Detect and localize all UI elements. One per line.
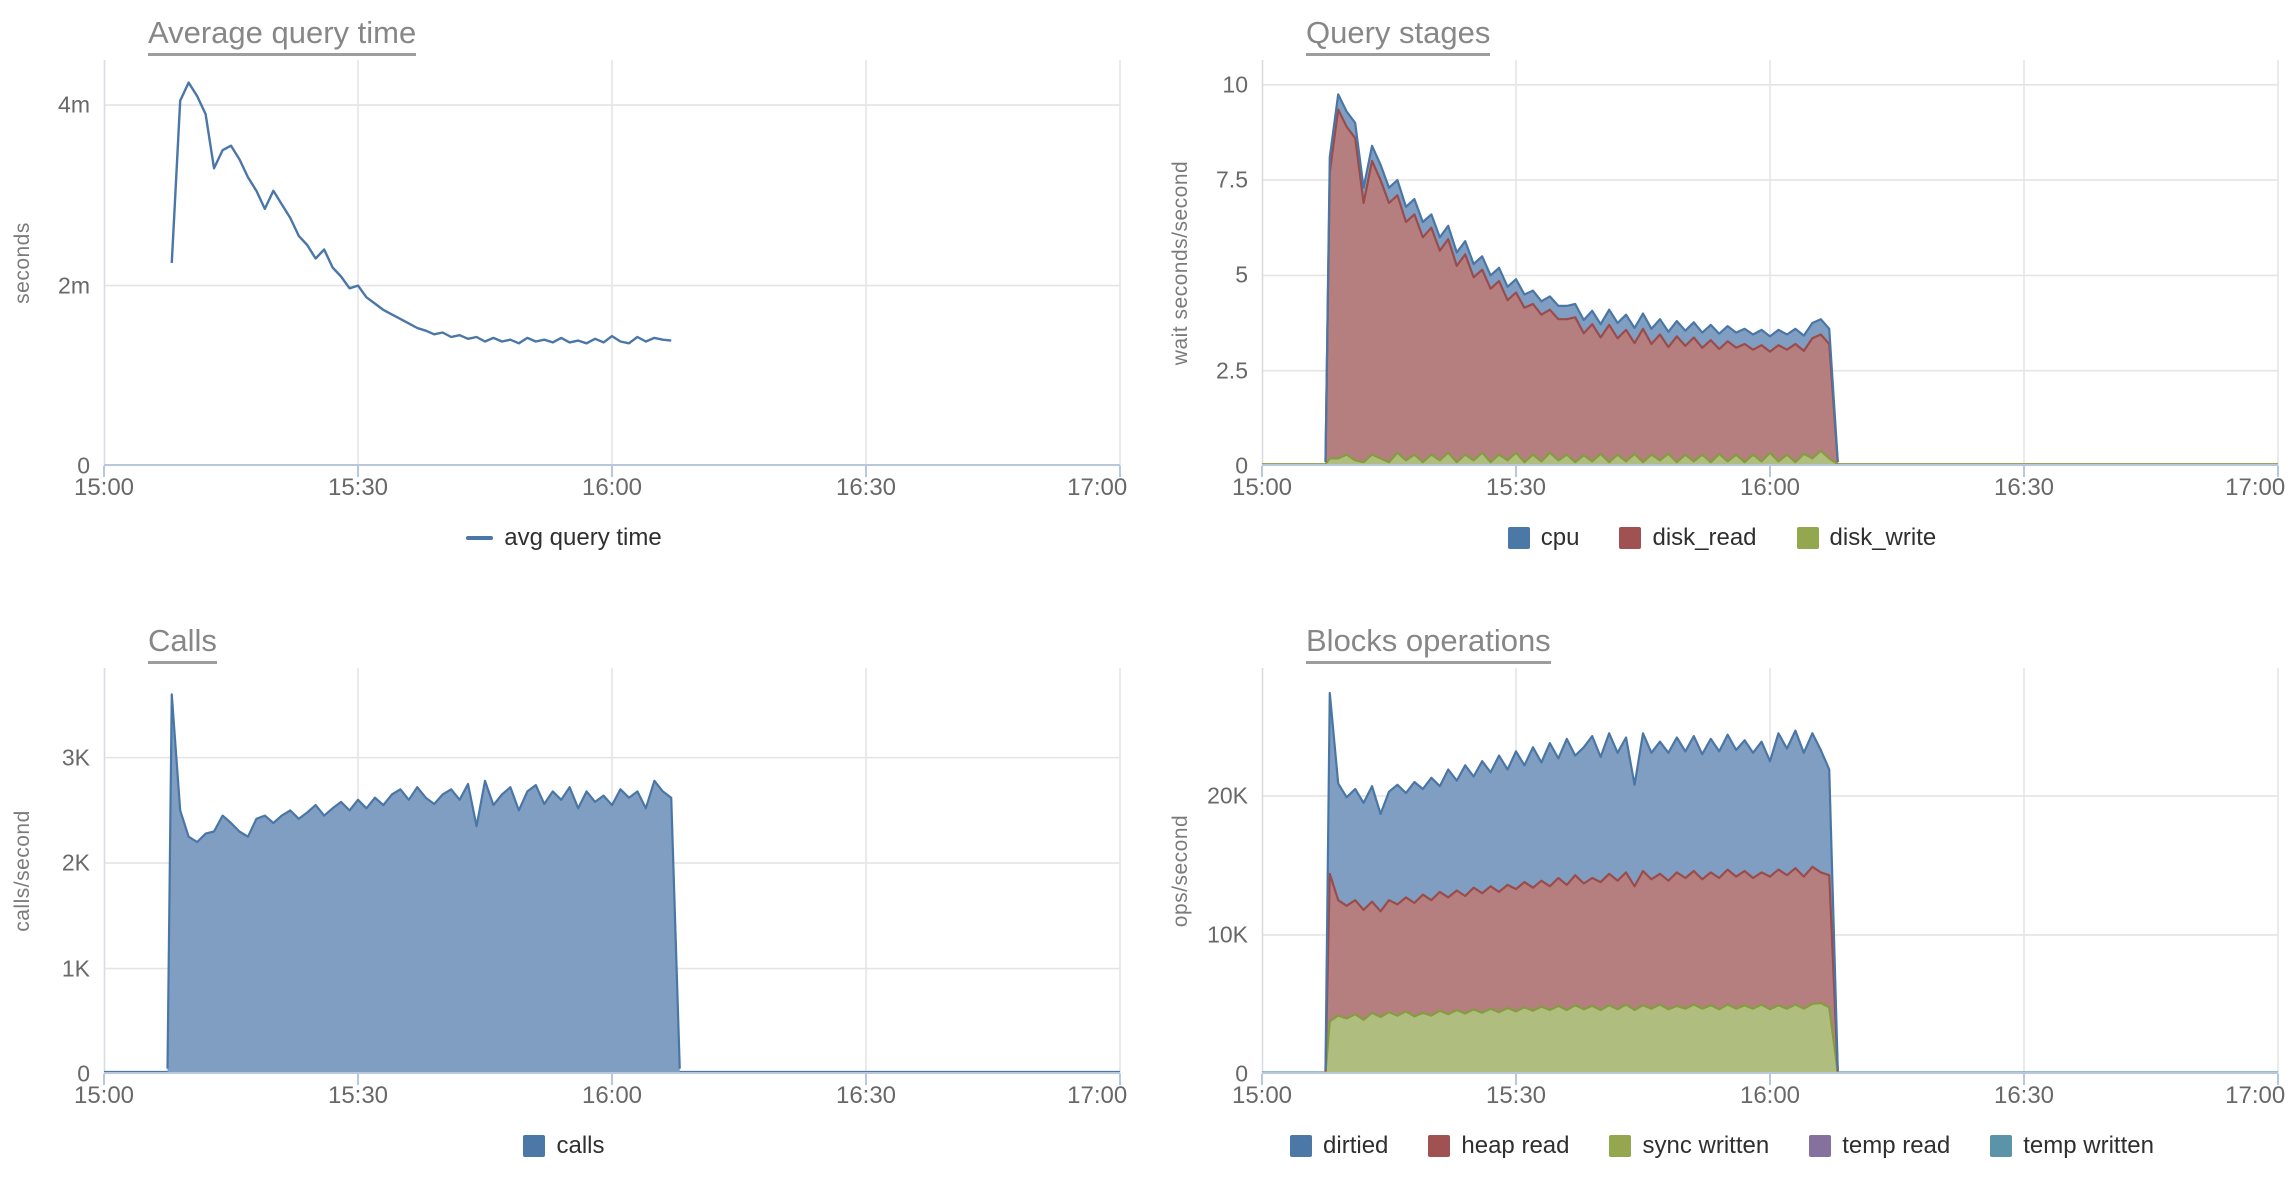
x-axis-ticks: 15:00 15:30 16:00 16:30 17:00 [1232,466,2285,508]
chart-panel-blocks-operations: Blocks operations ops/second 0 10K 20K 15:… [1166,614,2285,1196]
y-axis-ticks: 0 1K 2K 3K [38,668,104,1086]
chart-title[interactable]: Average query time [148,12,1120,56]
x-tick-label: 15:30 [1485,1082,1547,1109]
legend-label: cpu [1540,524,1580,551]
x-tick-label: 17:00 [1067,474,1128,501]
x-tick-label: 16:30 [835,474,897,501]
chart-canvas[interactable] [104,668,1120,1074]
chart-canvas[interactable] [1262,60,2278,466]
x-tick-label: 16:00 [1739,474,1801,501]
legend-label: sync written [1642,1132,1770,1159]
x-tick-label: 16:30 [835,1082,897,1109]
y-axis-label: wait seconds/second [1169,160,1192,366]
plot-area[interactable] [104,668,1120,1074]
legend-swatch-icon [1290,1135,1313,1157]
x-tick-label: 16:00 [581,1082,643,1109]
plot-area[interactable] [1262,668,2278,1074]
legend-label: dirtied [1323,1132,1389,1159]
x-axis-ticks: 15:00 15:30 16:00 16:30 17:00 [74,466,1127,508]
legend-label: heap read [1461,1132,1570,1159]
y-axis-label: ops/second [1169,814,1192,928]
y-axis-label: calls/second [11,810,34,932]
legend-item: sync written [1609,1132,1769,1160]
legend-label: calls [556,1132,605,1159]
legend-item: heap read [1428,1132,1569,1160]
legend-label: avg query time [504,524,662,551]
legend-item: temp written [1990,1132,2154,1160]
y-tick-label: 4m [58,91,90,118]
chart-canvas[interactable] [104,60,1120,466]
y-tick-label: 5 [1235,261,1248,288]
chart-canvas[interactable] [1262,668,2278,1074]
y-tick-label: 0 [77,1060,90,1087]
y-axis-ticks: 0 10K 20K [1196,668,1262,1086]
legend-swatch-icon [466,536,494,540]
legend: avg query time [8,516,1120,560]
y-tick-label: 2K [61,849,90,876]
y-tick-label: 0 [77,452,90,479]
y-tick-label: 3K [61,744,90,771]
legend: cpu disk_read disk_write [1166,516,2278,560]
legend-item: calls [523,1132,605,1160]
x-tick-label: 15:00 [1231,1082,1293,1109]
legend-swatch-icon [1990,1135,2013,1157]
legend: calls [8,1124,1120,1168]
legend-item: temp read [1809,1132,1950,1160]
chart-panel-average-query-time: Average query time seconds 0 2m 4m 15:00 15… [8,6,1127,588]
legend-item: avg query time [466,524,662,552]
y-axis-label: seconds [11,222,34,304]
y-axis-ticks: 0 2.5 5 7.5 10 [1196,60,1262,478]
chart-title[interactable]: Query stages [1306,12,2278,56]
x-tick-label: 15:00 [73,474,135,501]
legend-swatch-icon [1796,527,1819,549]
y-tick-label: 10K [1207,921,1248,948]
legend-swatch-icon [1619,527,1642,549]
chart-title[interactable]: Calls [148,620,1120,664]
y-tick-label: 10 [1222,71,1248,98]
legend-label: temp written [2023,1132,2154,1159]
x-tick-label: 16:00 [1739,1082,1801,1109]
x-axis-ticks: 15:00 15:30 16:00 16:30 17:00 [1232,1074,2285,1116]
legend-item: disk_read [1619,524,1757,552]
y-tick-label: 0 [1235,452,1248,479]
legend-item: dirtied [1290,1132,1388,1160]
x-tick-label: 15:00 [1231,474,1293,501]
legend-item: cpu [1507,524,1580,552]
y-tick-label: 1K [61,955,90,982]
legend-label: disk_write [1829,524,1937,551]
x-tick-label: 15:00 [73,1082,135,1109]
legend-swatch-icon [1609,1135,1632,1157]
y-axis-ticks: 0 2m 4m [38,60,104,479]
x-tick-label: 15:30 [327,1082,389,1109]
x-axis-ticks: 15:00 15:30 16:00 16:30 17:00 [74,1074,1127,1116]
legend-swatch-icon [1809,1135,1832,1157]
y-tick-label: 2.5 [1216,357,1248,384]
legend-swatch-icon [1507,527,1530,549]
x-tick-label: 16:30 [1993,1082,2055,1109]
plot-area[interactable] [104,60,1120,466]
legend-label: disk_read [1652,524,1757,551]
chart-title[interactable]: Blocks operations [1306,620,2278,664]
y-tick-label: 0 [1235,1060,1248,1087]
x-tick-label: 15:30 [327,474,389,501]
x-tick-label: 17:00 [2225,1082,2286,1109]
chart-panel-calls: Calls calls/second 0 1K 2K 3K 15:00 15:30 16:… [8,614,1127,1196]
x-tick-label: 16:30 [1993,474,2055,501]
chart-panel-query-stages: Query stages wait seconds/second 0 2.5 5 7.… [1166,6,2285,588]
y-tick-label: 20K [1207,782,1248,809]
x-tick-label: 17:00 [1067,1082,1128,1109]
legend-swatch-icon [523,1135,546,1157]
legend: dirtied heap read sync written temp read tem… [1166,1124,2278,1168]
plot-area[interactable] [1262,60,2278,466]
x-tick-label: 15:30 [1485,474,1547,501]
legend-swatch-icon [1428,1135,1451,1157]
x-tick-label: 17:00 [2225,474,2286,501]
y-tick-label: 2m [58,272,90,299]
y-tick-label: 7.5 [1216,166,1248,193]
x-tick-label: 16:00 [581,474,643,501]
legend-item: disk_write [1796,524,1937,552]
legend-label: temp read [1842,1132,1951,1159]
